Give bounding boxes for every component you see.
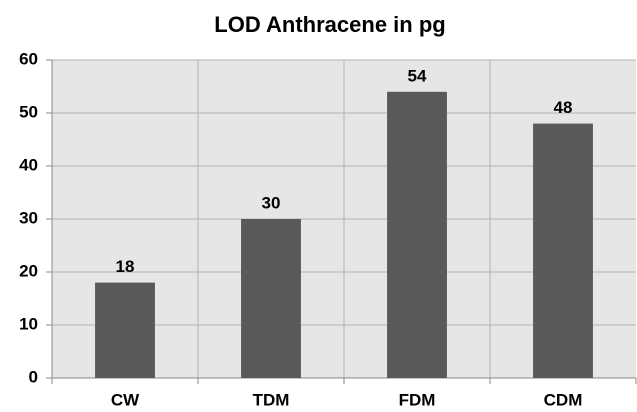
y-tick-label: 10 (19, 314, 38, 333)
y-tick-label: 40 (19, 155, 38, 174)
bar (387, 91, 447, 379)
bar (95, 282, 155, 378)
x-tick-label: FDM (399, 390, 436, 409)
y-tick-label: 30 (19, 208, 38, 227)
data-label: 18 (116, 257, 135, 276)
y-tick-label: 0 (29, 367, 38, 386)
chart-title: LOD Anthracene in pg (214, 12, 445, 37)
data-label: 54 (408, 66, 427, 85)
bar (241, 219, 301, 378)
bar (533, 123, 593, 378)
x-tick-label: CW (111, 390, 140, 409)
y-tick-label: 60 (19, 49, 38, 68)
x-tick-label: CDM (544, 390, 583, 409)
data-label: 30 (262, 193, 281, 212)
data-label: 48 (554, 98, 573, 117)
y-tick-label: 50 (19, 102, 38, 121)
x-tick-label: TDM (253, 390, 290, 409)
y-tick-label: 20 (19, 261, 38, 280)
